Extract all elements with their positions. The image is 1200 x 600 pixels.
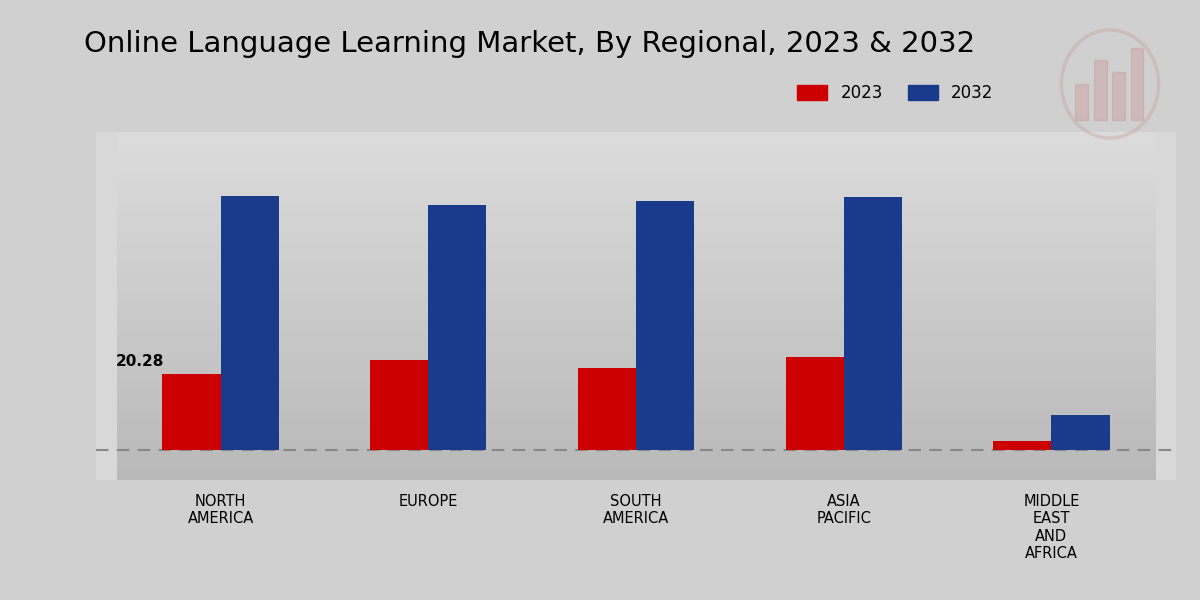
Bar [221, 196, 278, 450]
Bar [1051, 415, 1110, 450]
Bar [844, 197, 902, 450]
Legend: 2023, 2032: 2023, 2032 [791, 77, 1001, 109]
Bar [162, 374, 221, 450]
Bar [636, 201, 694, 450]
Bar [1130, 48, 1144, 120]
Text: Online Language Learning Market, By Regional, 2023 & 2032: Online Language Learning Market, By Regi… [84, 30, 976, 58]
Bar [428, 205, 486, 450]
Text: 20.28: 20.28 [116, 353, 164, 368]
Bar [1075, 84, 1088, 120]
Bar [1112, 72, 1126, 120]
Bar [994, 441, 1051, 450]
Bar [370, 360, 428, 450]
Bar [1094, 60, 1106, 120]
Bar [786, 356, 844, 450]
Bar [578, 368, 636, 450]
